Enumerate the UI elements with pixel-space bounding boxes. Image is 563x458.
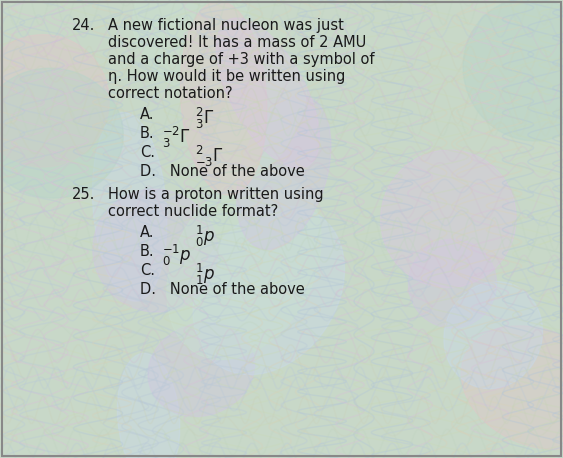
Ellipse shape xyxy=(92,113,167,301)
Ellipse shape xyxy=(216,18,319,168)
Text: A.: A. xyxy=(140,225,154,240)
Ellipse shape xyxy=(133,0,257,94)
Ellipse shape xyxy=(236,96,331,250)
Text: $\mathregular{^{1}_{0}}p$: $\mathregular{^{1}_{0}}p$ xyxy=(195,224,215,249)
Text: C.: C. xyxy=(140,145,155,160)
Ellipse shape xyxy=(0,35,109,167)
Ellipse shape xyxy=(463,0,563,141)
Text: and a charge of +3 with a symbol of: and a charge of +3 with a symbol of xyxy=(108,52,374,67)
Text: correct nuclide format?: correct nuclide format? xyxy=(108,204,278,219)
Ellipse shape xyxy=(461,326,563,449)
Text: discovered! It has a mass of 2 AMU: discovered! It has a mass of 2 AMU xyxy=(108,35,367,50)
Text: 24.: 24. xyxy=(72,18,95,33)
Text: 25.: 25. xyxy=(72,187,95,202)
Ellipse shape xyxy=(180,1,267,195)
Ellipse shape xyxy=(148,322,254,416)
Ellipse shape xyxy=(0,68,123,198)
Ellipse shape xyxy=(93,189,218,312)
Text: D.   None of the above: D. None of the above xyxy=(140,282,305,297)
Text: $\mathregular{^{-1}_{0}}p$: $\mathregular{^{-1}_{0}}p$ xyxy=(162,243,191,268)
Text: $\mathregular{^{1}_{1}}p$: $\mathregular{^{1}_{1}}p$ xyxy=(195,262,215,287)
Text: $\mathregular{^{2}_{-3}}\Gamma$: $\mathregular{^{2}_{-3}}\Gamma$ xyxy=(195,144,224,169)
Text: $\mathregular{^{2}_{3}}\Gamma$: $\mathregular{^{2}_{3}}\Gamma$ xyxy=(195,106,214,131)
Ellipse shape xyxy=(215,55,307,182)
Text: A.: A. xyxy=(140,107,154,122)
Ellipse shape xyxy=(381,150,516,288)
Ellipse shape xyxy=(409,239,497,328)
Ellipse shape xyxy=(167,173,321,360)
Text: η. How would it be written using: η. How would it be written using xyxy=(108,69,345,84)
Ellipse shape xyxy=(444,282,543,389)
Ellipse shape xyxy=(117,353,180,458)
Text: correct notation?: correct notation? xyxy=(108,86,233,101)
Text: D.   None of the above: D. None of the above xyxy=(140,164,305,179)
Text: How is a proton written using: How is a proton written using xyxy=(108,187,324,202)
Text: B.: B. xyxy=(140,126,155,141)
Text: B.: B. xyxy=(140,244,155,259)
Text: $\mathregular{^{-2}_{3}}\Gamma$: $\mathregular{^{-2}_{3}}\Gamma$ xyxy=(162,125,191,150)
Text: C.: C. xyxy=(140,263,155,278)
Text: A new fictional nucleon was just: A new fictional nucleon was just xyxy=(108,18,344,33)
Ellipse shape xyxy=(193,206,345,375)
